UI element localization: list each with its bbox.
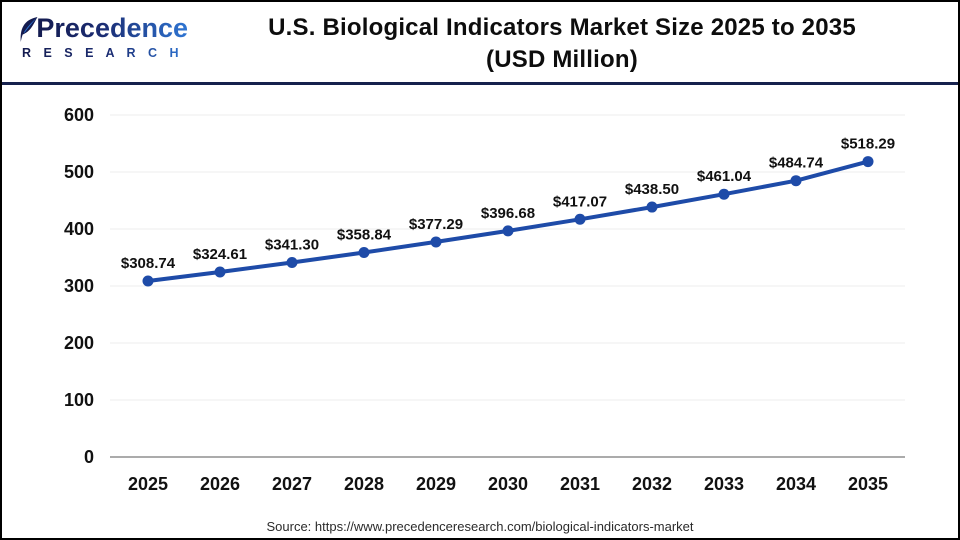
data-point-marker bbox=[142, 275, 154, 287]
chart-title-line2: (USD Million) bbox=[486, 46, 638, 73]
x-tick-label: 2028 bbox=[344, 474, 384, 494]
data-point-label: $358.84 bbox=[337, 226, 392, 243]
data-point-marker bbox=[286, 256, 298, 268]
data-point-label: $396.68 bbox=[481, 205, 535, 222]
data-point-marker bbox=[790, 175, 802, 187]
x-tick-label: 2032 bbox=[632, 474, 672, 494]
data-point-label: $324.61 bbox=[193, 246, 247, 263]
y-tick-label: 0 bbox=[84, 447, 94, 467]
data-point-marker bbox=[862, 156, 874, 168]
x-tick-label: 2031 bbox=[560, 474, 600, 494]
data-point-marker bbox=[214, 266, 226, 278]
data-point-label: $417.07 bbox=[553, 193, 607, 210]
y-tick-label: 300 bbox=[64, 276, 94, 296]
y-tick-label: 400 bbox=[64, 219, 94, 239]
x-tick-label: 2026 bbox=[200, 474, 240, 494]
x-tick-label: 2030 bbox=[488, 474, 528, 494]
data-point-marker bbox=[718, 188, 730, 200]
chart-area: 0 100 200 300 400 500 600 2025 2026 2027 2028 2029 2… bbox=[2, 85, 958, 515]
data-point-marker bbox=[430, 236, 442, 248]
data-point-marker bbox=[646, 201, 658, 213]
leaf-icon bbox=[20, 17, 38, 43]
header: Precedence R E S E A R C H U.S. Biologic… bbox=[2, 2, 958, 82]
data-point-label: $308.74 bbox=[121, 255, 176, 272]
chart-title-line1: U.S. Biological Indicators Market Size 2… bbox=[268, 14, 856, 41]
data-point-label: $518.29 bbox=[841, 136, 895, 153]
x-tick-label: 2025 bbox=[128, 474, 168, 494]
data-point-label: $377.29 bbox=[409, 216, 463, 233]
market-size-line-chart: 0 100 200 300 400 500 600 2025 2026 2027 2028 2029 2… bbox=[64, 105, 905, 494]
y-tick-label: 100 bbox=[64, 390, 94, 410]
y-tick-label: 600 bbox=[64, 105, 94, 125]
data-point-label: $438.50 bbox=[625, 181, 679, 198]
y-tick-label: 500 bbox=[64, 162, 94, 182]
data-point-label: $484.74 bbox=[769, 155, 824, 172]
data-point-label: $461.04 bbox=[697, 168, 752, 185]
data-point-label: $341.30 bbox=[265, 236, 319, 253]
x-tick-label: 2034 bbox=[776, 474, 816, 494]
data-point-marker bbox=[502, 225, 514, 237]
x-tick-label: 2035 bbox=[848, 474, 888, 494]
chart-title: U.S. Biological Indicators Market Size 2… bbox=[172, 12, 952, 76]
x-tick-label: 2033 bbox=[704, 474, 744, 494]
x-tick-label: 2029 bbox=[416, 474, 456, 494]
precedence-research-logo: Precedence R E S E A R C H bbox=[18, 14, 188, 60]
logo-subtitle: R E S E A R C H bbox=[22, 46, 188, 60]
data-point-marker bbox=[358, 246, 370, 258]
x-tick-label: 2027 bbox=[272, 474, 312, 494]
y-tick-label: 200 bbox=[64, 333, 94, 353]
data-point-marker bbox=[574, 213, 586, 225]
logo-wordmark: Precedence bbox=[36, 13, 188, 43]
header-divider bbox=[2, 82, 958, 85]
source-note: Source: https://www.precedenceresearch.c… bbox=[266, 519, 694, 534]
